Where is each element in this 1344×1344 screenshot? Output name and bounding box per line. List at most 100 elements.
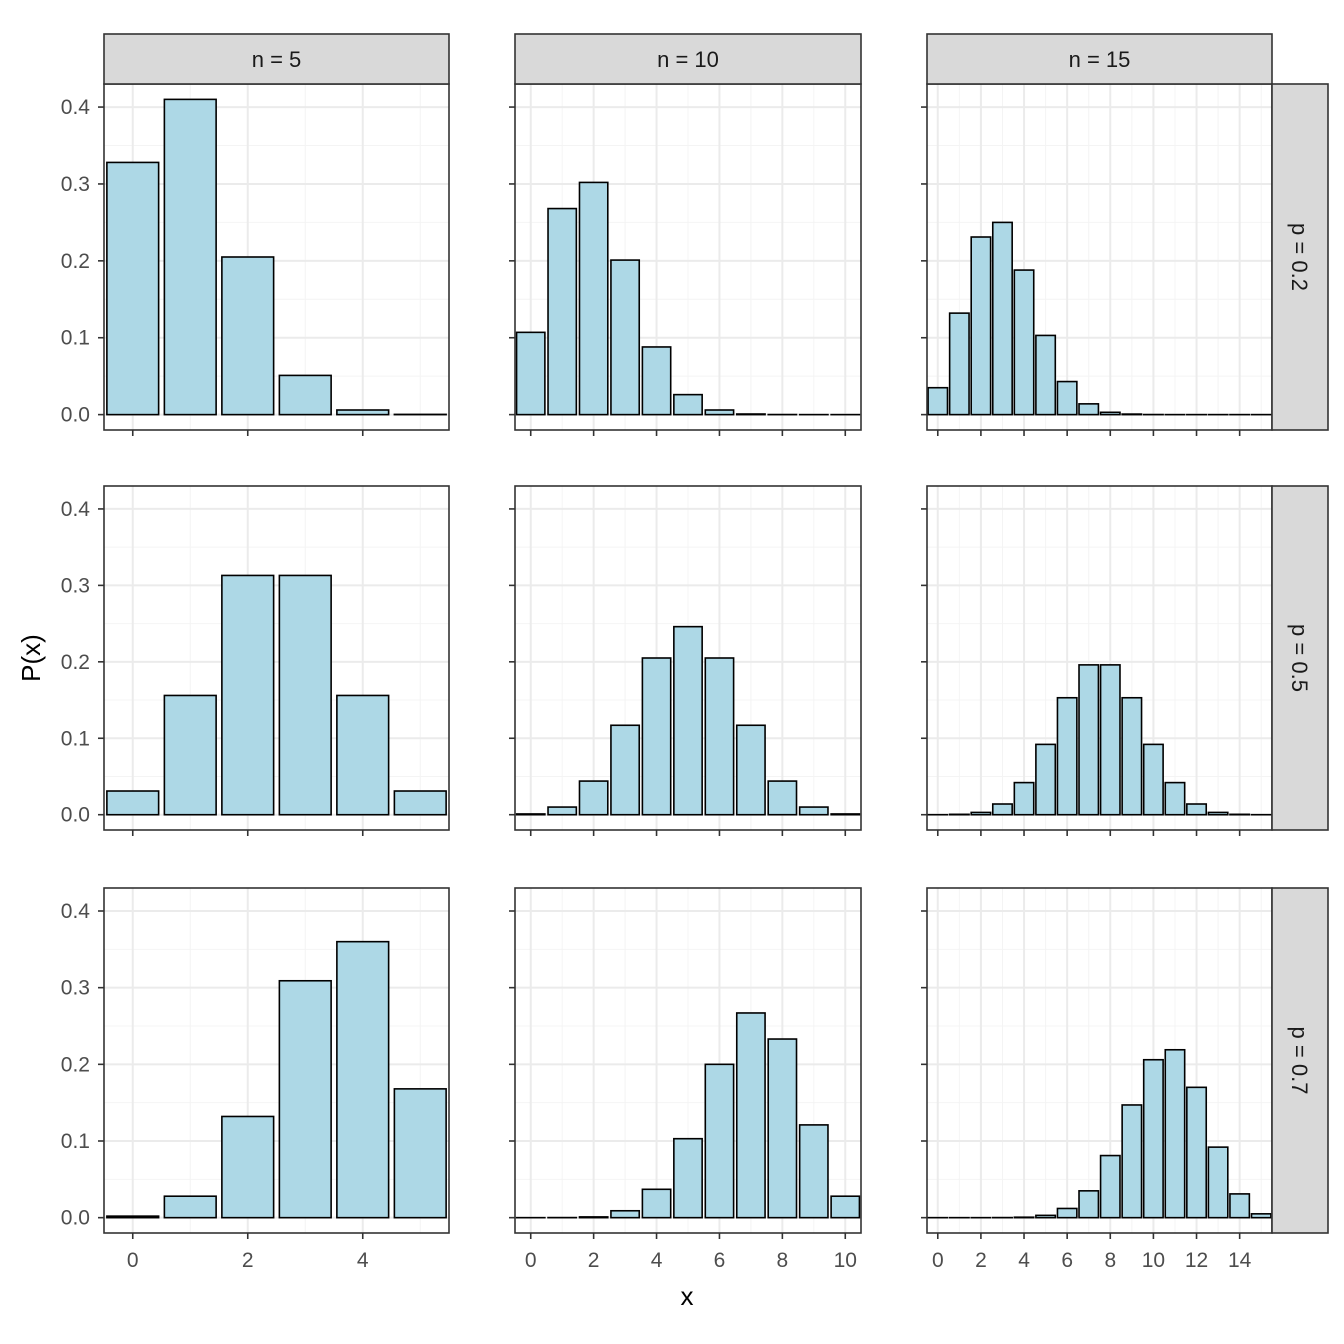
row-strip [1271,887,1329,1234]
bar-x7 [735,413,766,416]
bar-x0 [106,790,160,816]
panel-0-0 [103,83,450,431]
x-tick-label: 14 [1228,1249,1252,1272]
bar-x10 [830,813,861,816]
y-axis-title: P(x) [16,634,46,682]
bar-x0 [927,386,949,416]
row-strip [1271,485,1329,831]
panel-2-0 [103,887,450,1234]
bar-x9 [1121,413,1143,416]
panel-0-2 [926,83,1273,431]
x-tick-label: 4 [1018,1249,1030,1272]
bar-x13 [1207,811,1229,816]
strips-layer: n = 5 n = 10 n = 15 p = 0.2 p = 0.5 p = 0.7 [103,33,1329,1234]
bar-x3 [991,221,1013,416]
bar-x9 [1121,696,1143,816]
bar-x3 [610,1209,641,1219]
panel-border [514,887,862,1234]
y-tick-label: 0.1 [61,1130,90,1153]
bar-x8 [1099,1154,1121,1219]
bar-x4 [1013,269,1035,416]
bar-x1 [547,207,578,416]
panel-background [927,486,1272,830]
bar-x13 [1207,1146,1229,1219]
x-tick-label: 2 [588,1249,600,1272]
x-tick-label: 2 [975,1249,987,1272]
panel-border [103,887,450,1234]
bar-x0 [106,1215,160,1219]
bar-x1 [163,1195,217,1219]
y-tick-label: 0.2 [61,651,90,674]
bar-x4 [641,657,672,816]
panel-0-1 [514,83,862,431]
bar-x7 [735,1012,766,1219]
bar-x2 [970,811,992,816]
column-strip [514,33,862,85]
bar-x6 [704,409,735,416]
bar-x8 [767,1038,798,1219]
bar-x2 [578,1216,609,1219]
panel-border [103,485,450,831]
bar-x11 [1164,781,1186,816]
panels-layer [103,83,1273,1234]
bar-x4 [641,1188,672,1219]
bar-x2 [970,236,992,416]
bar-x1 [547,806,578,816]
column-strip [103,33,450,85]
bar-x6 [1056,696,1078,816]
bar-x4 [336,694,390,816]
panel-background [104,888,449,1233]
y-tick-label: 0.2 [61,250,90,273]
bar-x6 [1056,1207,1078,1219]
bar-x7 [735,724,766,816]
bar-x10 [1142,1058,1164,1219]
y-tick-label: 0.3 [61,173,90,196]
bar-x2 [578,780,609,816]
bar-x4 [336,409,390,416]
x-tick-label: 8 [777,1249,789,1272]
bar-x0 [515,813,546,816]
x-tick-label: 0 [127,1249,139,1272]
panel-border [514,485,862,831]
row-strip-label: p = 0.2 [1287,223,1312,291]
bar-x14 [1229,1193,1251,1219]
y-tick-label: 0.3 [61,574,90,597]
x-tick-label: 8 [1104,1249,1116,1272]
bar-x5 [673,393,703,416]
bar-x4 [1013,781,1035,816]
column-strip-label: n = 15 [1069,47,1131,72]
x-tick-label: 0 [932,1249,944,1272]
panel-background [104,84,449,430]
bar-x2 [221,1115,275,1219]
bar-x4 [641,346,672,416]
axes-layer: 0.0 0.1 0.2 0.3 0.4 0.0 0.1 0.2 0.3 0.4 0.0 0.1 0.2 0… [61,96,1252,1272]
column-strip-label: n = 5 [252,47,302,72]
x-tick-label: 6 [1061,1249,1073,1272]
y-tick-label: 0.3 [61,977,90,1000]
bar-x5 [393,1088,447,1219]
x-tick-label: 12 [1185,1249,1208,1272]
bar-x5 [673,1137,703,1219]
bar-x10 [1142,743,1164,816]
x-tick-label: 4 [357,1249,369,1272]
panel-2-1 [514,887,862,1234]
y-tick-label: 0.0 [61,404,90,427]
bar-x8 [767,780,798,816]
bar-x3 [610,724,641,816]
bar-x8 [1099,664,1121,816]
panel-background [104,486,449,830]
column-strip [926,33,1273,85]
panel-1-1 [514,485,862,831]
y-tick-label: 0.1 [61,327,90,350]
bar-x9 [1121,1104,1143,1219]
panel-2-2 [926,887,1273,1234]
column-strip-label: n = 10 [657,47,719,72]
bar-x5 [1035,334,1057,416]
bar-x9 [798,806,829,816]
y-tick-label: 0.4 [61,900,91,923]
x-axis-title: x [681,1281,694,1311]
bar-x3 [278,374,332,416]
x-tick-label: 2 [242,1249,254,1272]
bar-x8 [1099,411,1121,416]
